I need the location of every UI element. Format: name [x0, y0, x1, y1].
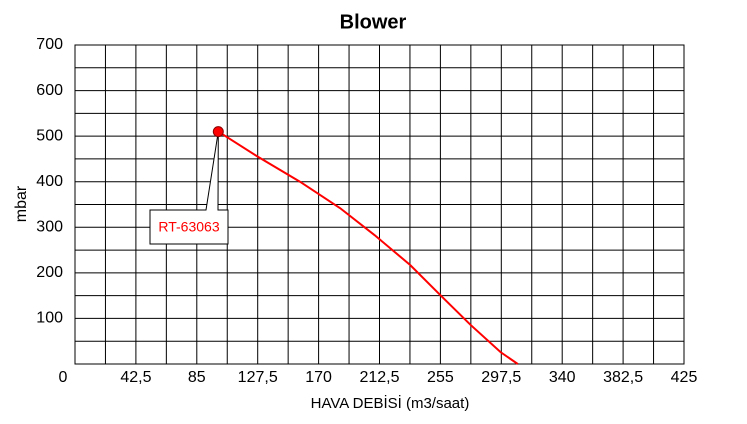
- chart-title: Blower: [340, 11, 407, 33]
- x-tick-label: 127,5: [238, 369, 278, 386]
- y-tick-label: 400: [36, 173, 63, 190]
- annotation-label: RT-63063: [158, 219, 219, 235]
- x-tick-label: 297,5: [481, 369, 521, 386]
- y-tick-label: 200: [36, 264, 63, 281]
- y-tick-label: 600: [36, 82, 63, 99]
- annotation-callout: [149, 131, 229, 245]
- point-marker: [212, 126, 224, 138]
- x-tick-label: 170: [305, 369, 332, 386]
- y-tick-label: 700: [36, 36, 63, 53]
- y-tick-label: 500: [36, 127, 63, 144]
- data-line: [217, 130, 519, 365]
- x-tick-label: 340: [549, 369, 576, 386]
- x-tick-label: 425: [671, 369, 698, 386]
- x-tick-label: 255: [427, 369, 454, 386]
- y-axis-label: mbar: [13, 185, 30, 222]
- y-tick-label: 300: [36, 219, 63, 236]
- x-tick-label: 382,5: [603, 369, 643, 386]
- x-tick-label: 212,5: [359, 369, 399, 386]
- x-tick-label: 0: [59, 369, 68, 386]
- x-tick-label: 85: [188, 369, 206, 386]
- y-tick-label: 100: [36, 310, 63, 327]
- x-tick-label: 42,5: [120, 369, 151, 386]
- x-axis-label: HAVA DEBİSİ (m3/saat): [311, 394, 470, 412]
- plot-border: [74, 44, 685, 365]
